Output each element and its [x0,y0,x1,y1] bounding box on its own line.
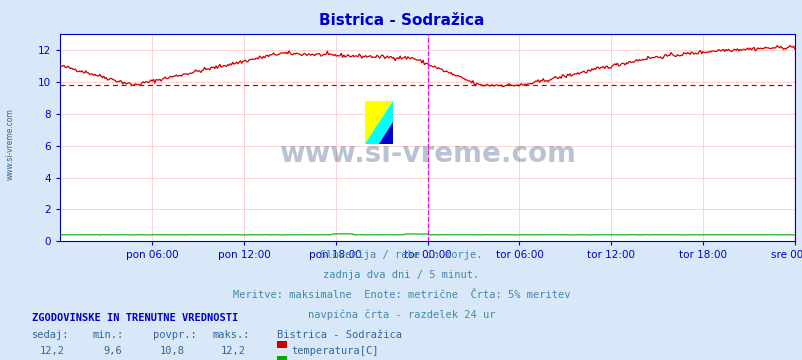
Text: Bistrica - Sodražica: Bistrica - Sodražica [318,13,484,28]
Text: povpr.:: povpr.: [152,330,196,341]
Text: 12,2: 12,2 [220,346,245,356]
Polygon shape [365,101,393,144]
Text: sedaj:: sedaj: [32,330,70,341]
Text: 12,2: 12,2 [39,346,65,356]
Text: temperatura[C]: temperatura[C] [291,346,379,356]
Text: www.si-vreme.com: www.si-vreme.com [6,108,15,180]
Text: ZGODOVINSKE IN TRENUTNE VREDNOSTI: ZGODOVINSKE IN TRENUTNE VREDNOSTI [32,313,238,323]
Text: Bistrica - Sodražica: Bistrica - Sodražica [277,330,402,341]
Text: www.si-vreme.com: www.si-vreme.com [279,140,575,168]
Text: min.:: min.: [92,330,124,341]
Text: navpična črta - razdelek 24 ur: navpična črta - razdelek 24 ur [307,310,495,320]
Text: 9,6: 9,6 [103,346,122,356]
Text: maks.:: maks.: [213,330,250,341]
Polygon shape [379,122,393,144]
Text: Slovenija / reke in morje.: Slovenija / reke in morje. [320,250,482,260]
Text: 10,8: 10,8 [160,346,185,356]
Text: zadnja dva dni / 5 minut.: zadnja dva dni / 5 minut. [323,270,479,280]
Text: Meritve: maksimalne  Enote: metrične  Črta: 5% meritev: Meritve: maksimalne Enote: metrične Črta… [233,290,569,300]
Polygon shape [365,101,393,144]
